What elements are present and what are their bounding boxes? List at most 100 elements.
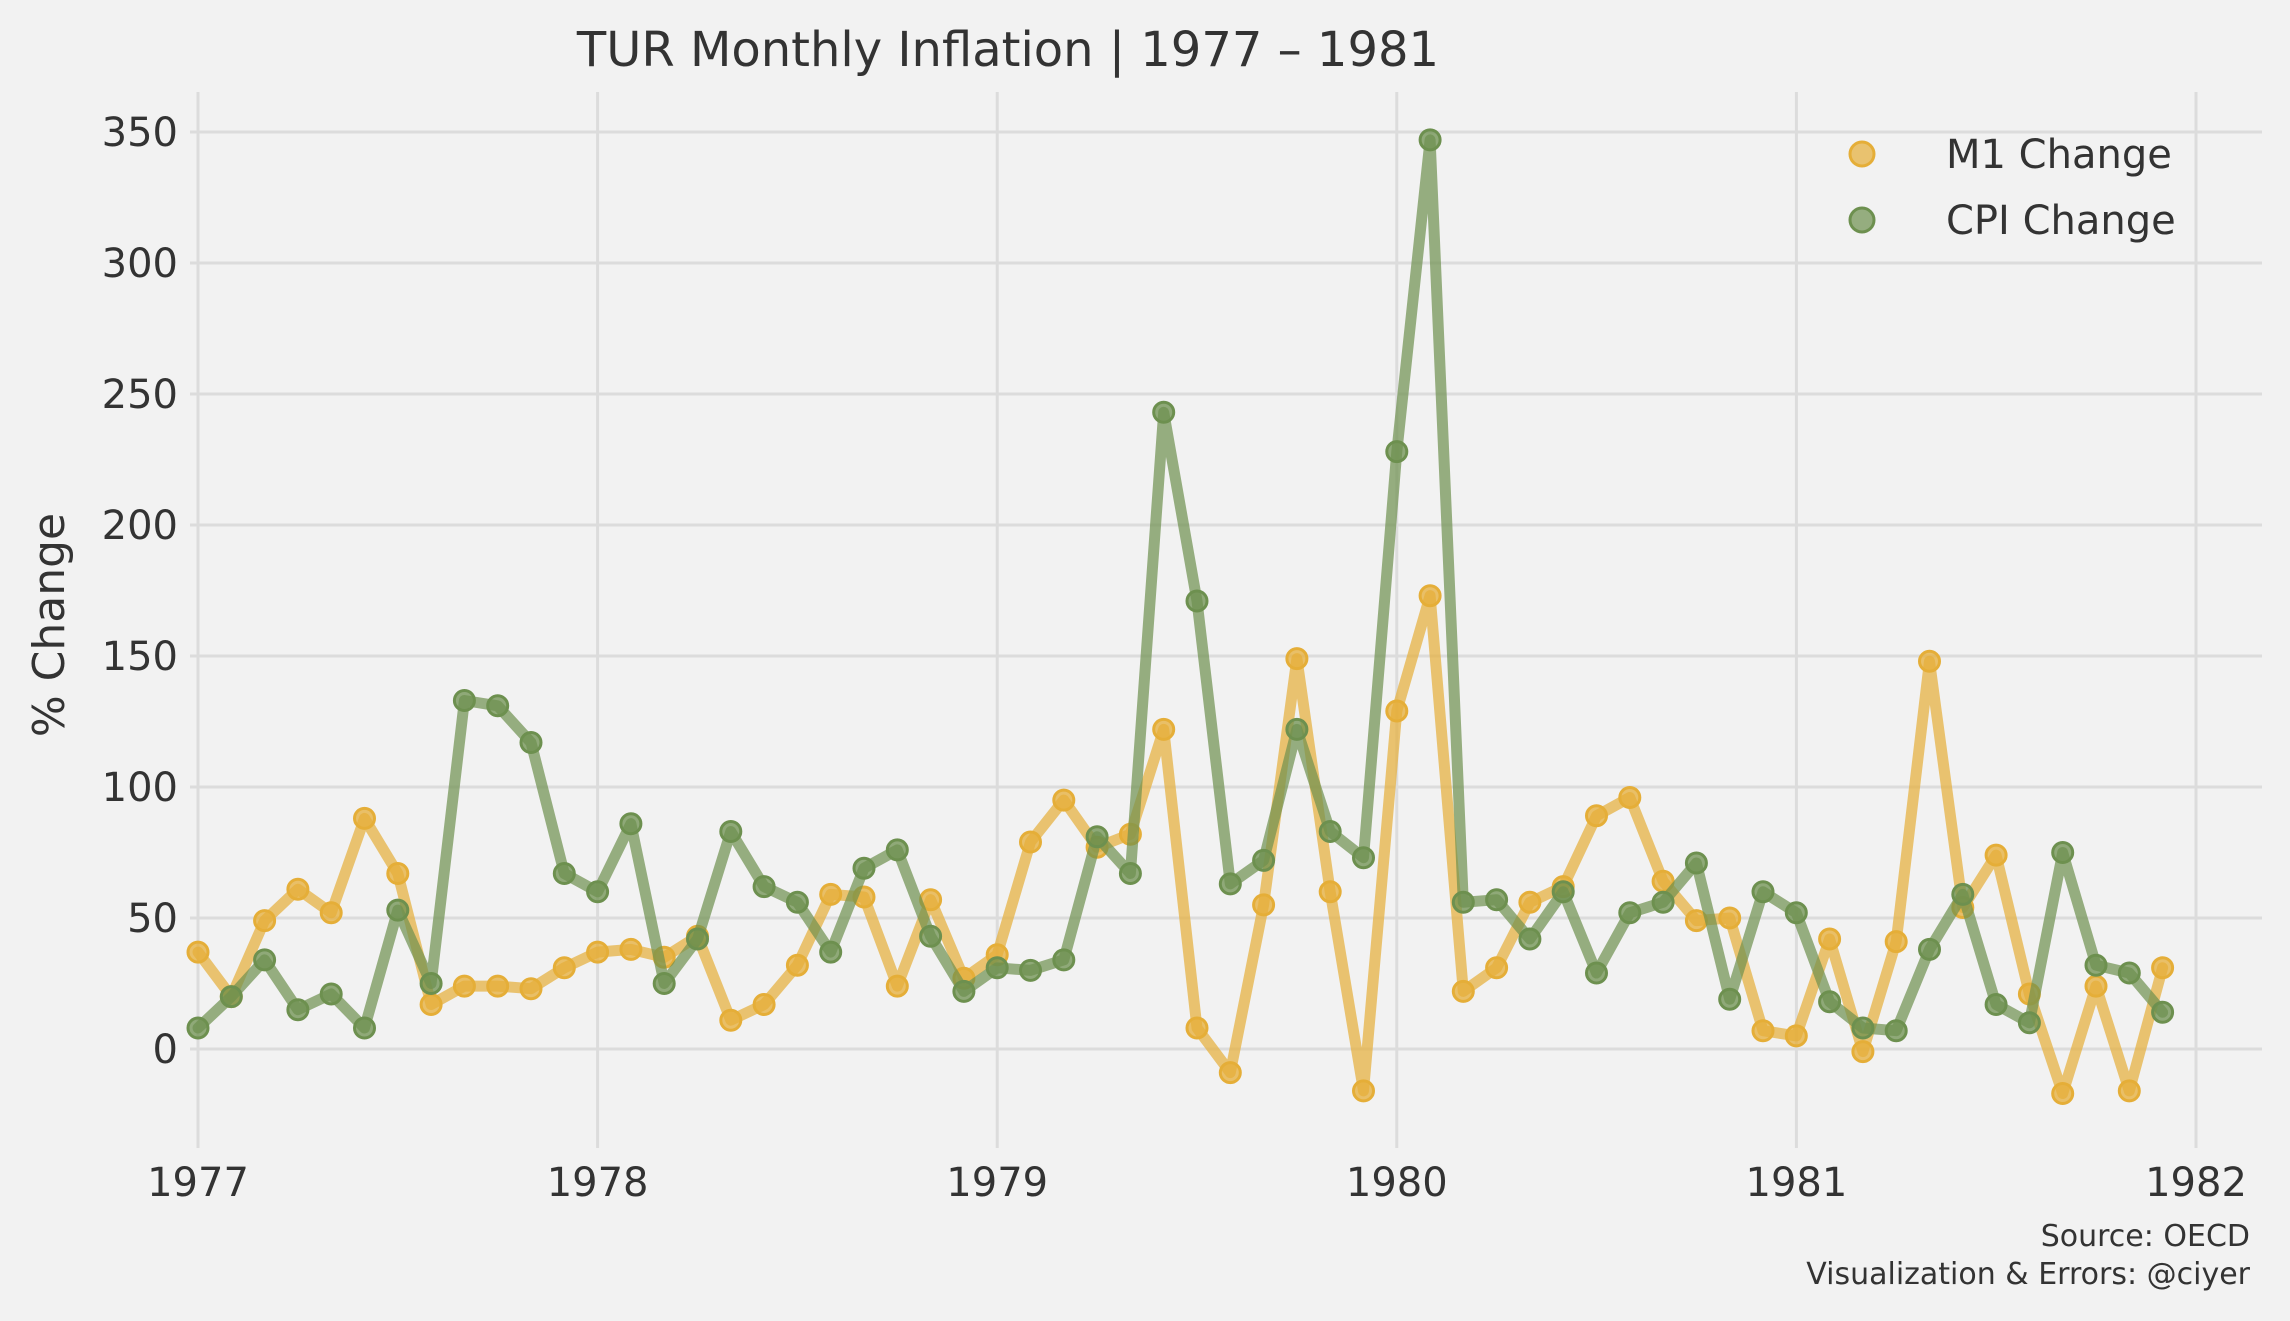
- legend-marker-cpi: [1848, 206, 1876, 234]
- legend-label-m1: M1 Change: [1946, 132, 2172, 178]
- data-point: [1918, 649, 1941, 673]
- data-point: [586, 880, 610, 904]
- data-point: [1118, 862, 1142, 885]
- data-point: [752, 875, 776, 899]
- data-point: [686, 927, 709, 951]
- legend: M1 Change CPI Change: [1848, 132, 2176, 244]
- data-point: [319, 982, 343, 1006]
- data-point: [1418, 584, 1442, 608]
- data-point: [552, 862, 576, 885]
- data-point: [1385, 440, 1409, 464]
- data-point: [1784, 901, 1808, 925]
- data-point: [1485, 888, 1509, 912]
- chart-title: TUR Monthly Inflation | 1977 – 1981: [576, 22, 1439, 78]
- data-point: [1085, 825, 1109, 849]
- data-point: [1185, 1016, 1209, 1040]
- data-point: [1784, 1024, 1808, 1048]
- data-point: [719, 820, 743, 843]
- data-point: [1451, 890, 1475, 914]
- axis-ticks: 0 50 100 150 200 250 300 350 1977 1978 1979 1980 198…: [102, 110, 2247, 1206]
- data-point: [286, 998, 310, 1022]
- data-point: [1252, 893, 1276, 917]
- data-point: [186, 1016, 210, 1040]
- data-point: [1618, 901, 1642, 925]
- data-point: [1052, 948, 1076, 972]
- data-point: [1618, 786, 1642, 809]
- data-point: [819, 940, 843, 964]
- data-point: [386, 898, 410, 922]
- data-point: [486, 974, 510, 998]
- y-tick-label: 50: [127, 896, 178, 942]
- data-point: [586, 940, 610, 964]
- data-point: [552, 956, 576, 980]
- data-point: [885, 838, 909, 862]
- data-point: [852, 856, 876, 880]
- data-point: [1352, 846, 1375, 870]
- x-tick-label: 1978: [547, 1160, 649, 1206]
- y-tick-label: 200: [102, 503, 178, 549]
- data-point: [186, 940, 210, 964]
- data-point: [885, 974, 909, 998]
- data-point: [1818, 927, 1842, 951]
- data-point: [1052, 788, 1076, 812]
- data-point: [1152, 717, 1176, 741]
- data-point: [785, 890, 809, 914]
- data-point: [1718, 906, 1742, 930]
- y-tick-label: 250: [102, 372, 178, 418]
- data-point: [1984, 993, 2008, 1016]
- data-point: [819, 882, 843, 906]
- data-point: [1218, 1061, 1242, 1085]
- y-tick-label: 150: [102, 634, 178, 680]
- credit-annotation: Visualization & Errors: @ciyer: [1806, 1257, 2250, 1292]
- data-point: [2084, 953, 2108, 977]
- y-tick-label: 100: [102, 765, 178, 811]
- plot-area: [186, 128, 2175, 1105]
- data-point: [1485, 956, 1509, 980]
- data-point: [2017, 1011, 2041, 1035]
- data-point: [785, 953, 809, 977]
- data-point: [1751, 1019, 1775, 1043]
- data-point: [353, 1016, 376, 1040]
- y-axis-label: % Change: [24, 513, 75, 737]
- data-point: [1718, 987, 1742, 1011]
- data-point: [1684, 851, 1708, 875]
- data-point: [519, 977, 543, 1001]
- data-point: [2051, 841, 2075, 864]
- data-point: [1318, 820, 1342, 843]
- data-point: [1751, 880, 1775, 904]
- x-tick-label: 1981: [1746, 1160, 1848, 1206]
- data-point: [1418, 128, 1442, 152]
- data-point: [2117, 961, 2141, 985]
- data-point: [1984, 843, 2008, 867]
- data-point: [1252, 848, 1276, 872]
- data-point: [1019, 958, 1042, 982]
- data-point: [652, 972, 676, 995]
- y-tick-label: 300: [102, 241, 178, 287]
- y-tick-label: 350: [102, 110, 178, 156]
- data-point: [486, 694, 510, 718]
- data-point: [1918, 937, 1941, 961]
- data-point: [1818, 990, 1842, 1014]
- data-point: [1185, 589, 1209, 613]
- data-point: [952, 979, 976, 1003]
- data-point: [353, 806, 376, 830]
- data-point: [2151, 1000, 2175, 1024]
- data-point: [2117, 1079, 2141, 1103]
- data-point: [1385, 699, 1409, 723]
- data-point: [1352, 1079, 1375, 1103]
- data-point: [1585, 804, 1608, 828]
- data-point: [1851, 1040, 1875, 1064]
- data-point: [219, 985, 243, 1009]
- data-point: [1019, 830, 1042, 854]
- data-point: [1884, 930, 1908, 954]
- data-point: [286, 877, 310, 901]
- data-point: [1551, 880, 1575, 904]
- data-point: [1285, 717, 1309, 741]
- data-point: [253, 909, 277, 933]
- data-point: [419, 993, 443, 1016]
- data-point: [619, 937, 643, 961]
- data-point: [919, 924, 943, 948]
- data-point: [419, 972, 443, 995]
- data-point: [386, 862, 410, 885]
- x-tick-label: 1980: [1346, 1160, 1448, 1206]
